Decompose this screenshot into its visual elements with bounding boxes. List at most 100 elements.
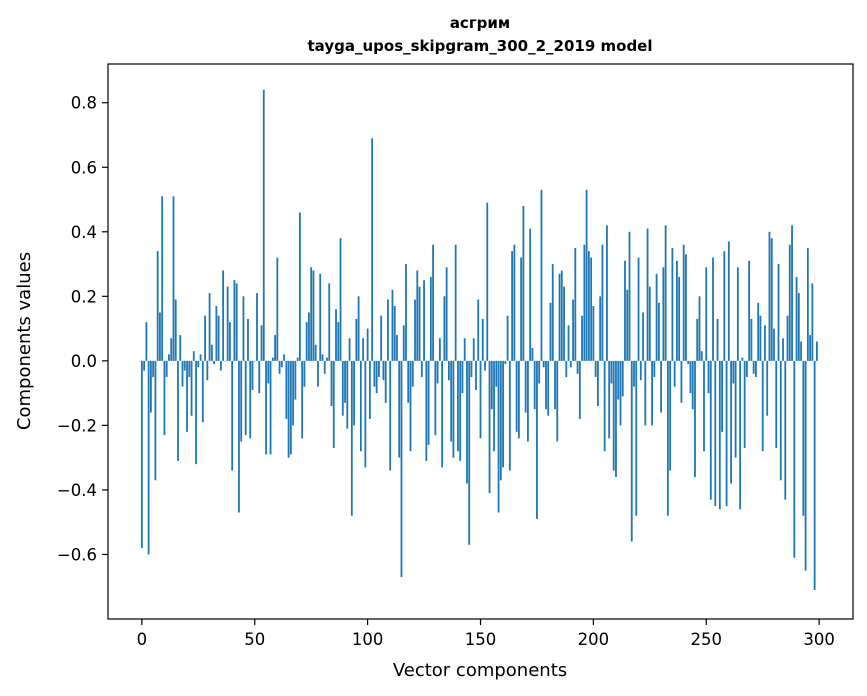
bar-component-21 bbox=[188, 360, 191, 377]
bar-component-230 bbox=[660, 360, 663, 413]
bar-component-104 bbox=[375, 360, 378, 394]
bar-component-143 bbox=[463, 338, 466, 361]
bar-component-145 bbox=[468, 360, 471, 545]
bar-component-170 bbox=[524, 360, 527, 413]
bar-component-18 bbox=[181, 360, 184, 387]
bar-component-232 bbox=[664, 225, 667, 361]
bar-component-235 bbox=[671, 247, 674, 361]
bar-component-117 bbox=[405, 264, 407, 361]
bar-component-251 bbox=[707, 360, 710, 394]
bar-component-113 bbox=[396, 335, 398, 361]
bar-component-161 bbox=[504, 360, 507, 365]
y-tick-label: −0.2 bbox=[57, 416, 97, 435]
bar-component-180 bbox=[547, 360, 550, 416]
bar-component-12 bbox=[168, 354, 170, 361]
bar-component-292 bbox=[800, 341, 802, 361]
bar-component-156 bbox=[493, 360, 495, 452]
bar-component-114 bbox=[398, 360, 401, 458]
bar-component-276 bbox=[764, 325, 766, 361]
bar-component-208 bbox=[610, 360, 613, 384]
bar-component-30 bbox=[208, 293, 211, 361]
bar-component-32 bbox=[213, 360, 216, 365]
bar-component-24 bbox=[195, 360, 197, 465]
bar-component-270 bbox=[750, 318, 753, 361]
bar-component-253 bbox=[712, 257, 714, 361]
bar-component-274 bbox=[759, 315, 762, 361]
bar-component-259 bbox=[725, 360, 728, 507]
bar-component-3 bbox=[147, 360, 150, 555]
bar-component-97 bbox=[359, 360, 362, 452]
x-tick-label: 300 bbox=[803, 630, 835, 649]
bar-component-190 bbox=[569, 360, 572, 368]
bar-component-200 bbox=[592, 306, 595, 361]
bar-component-182 bbox=[551, 264, 554, 361]
bar-component-236 bbox=[673, 360, 676, 387]
x-tick-label: 250 bbox=[691, 630, 723, 649]
bar-component-153 bbox=[486, 202, 489, 361]
bar-component-299 bbox=[815, 341, 818, 361]
bar-component-50 bbox=[253, 360, 256, 362]
bar-component-67 bbox=[292, 360, 295, 426]
x-tick-label: 0 bbox=[137, 630, 148, 649]
bar-component-242 bbox=[687, 360, 690, 365]
bar-component-167 bbox=[517, 360, 520, 439]
bar-component-157 bbox=[495, 360, 498, 387]
bar-component-81 bbox=[323, 360, 326, 374]
bar-component-122 bbox=[416, 270, 419, 361]
bar-component-87 bbox=[337, 322, 340, 361]
bar-component-199 bbox=[590, 257, 593, 361]
bar-component-8 bbox=[159, 312, 161, 361]
bar-component-192 bbox=[574, 247, 577, 361]
bar-component-70 bbox=[298, 212, 301, 361]
bar-component-168 bbox=[520, 257, 523, 361]
bar-component-278 bbox=[768, 231, 771, 361]
bar-component-245 bbox=[694, 360, 696, 478]
bar-component-2 bbox=[145, 322, 148, 361]
bar-component-77 bbox=[314, 344, 317, 361]
bar-component-37 bbox=[224, 360, 227, 362]
x-tick-label: 200 bbox=[578, 630, 610, 649]
bar-component-216 bbox=[628, 231, 631, 361]
bar-component-225 bbox=[648, 286, 651, 361]
bar-component-244 bbox=[691, 360, 694, 410]
bar-component-14 bbox=[172, 196, 175, 361]
bar-component-88 bbox=[339, 238, 342, 361]
bar-component-219 bbox=[635, 360, 638, 516]
bar-component-112 bbox=[393, 306, 396, 361]
bar-component-15 bbox=[174, 299, 177, 361]
bar-component-263 bbox=[734, 360, 737, 458]
bar-component-287 bbox=[788, 244, 791, 361]
bar-component-234 bbox=[669, 360, 672, 471]
bar-component-249 bbox=[703, 360, 705, 452]
bar-component-132 bbox=[438, 338, 441, 361]
bar-component-151 bbox=[481, 318, 484, 361]
bar-component-181 bbox=[549, 302, 552, 361]
bar-component-65 bbox=[287, 360, 290, 458]
bar-component-90 bbox=[344, 360, 346, 403]
bar-component-107 bbox=[382, 360, 385, 381]
bar-component-49 bbox=[251, 360, 254, 390]
bar-component-116 bbox=[402, 325, 405, 361]
bar-component-6 bbox=[154, 360, 157, 481]
y-tick-label: 0.0 bbox=[71, 352, 97, 371]
bar-component-20 bbox=[186, 360, 188, 432]
bar-component-176 bbox=[538, 360, 541, 384]
bar-component-211 bbox=[617, 360, 620, 400]
bar-component-139 bbox=[454, 244, 457, 361]
y-tick-label: 0.8 bbox=[71, 94, 97, 113]
bar-component-40 bbox=[231, 360, 234, 471]
bar-component-42 bbox=[235, 283, 238, 361]
bar-component-152 bbox=[484, 360, 486, 371]
bar-component-205 bbox=[603, 360, 606, 452]
bar-component-273 bbox=[757, 302, 760, 361]
bar-component-257 bbox=[721, 360, 723, 432]
bar-component-164 bbox=[511, 251, 514, 361]
bar-component-99 bbox=[364, 360, 367, 468]
bar-component-141 bbox=[459, 360, 462, 461]
bar-component-258 bbox=[723, 251, 726, 361]
bar-component-284 bbox=[782, 338, 784, 361]
bar-component-229 bbox=[657, 302, 660, 361]
bar-component-291 bbox=[797, 293, 800, 361]
bar-component-222 bbox=[642, 312, 644, 361]
